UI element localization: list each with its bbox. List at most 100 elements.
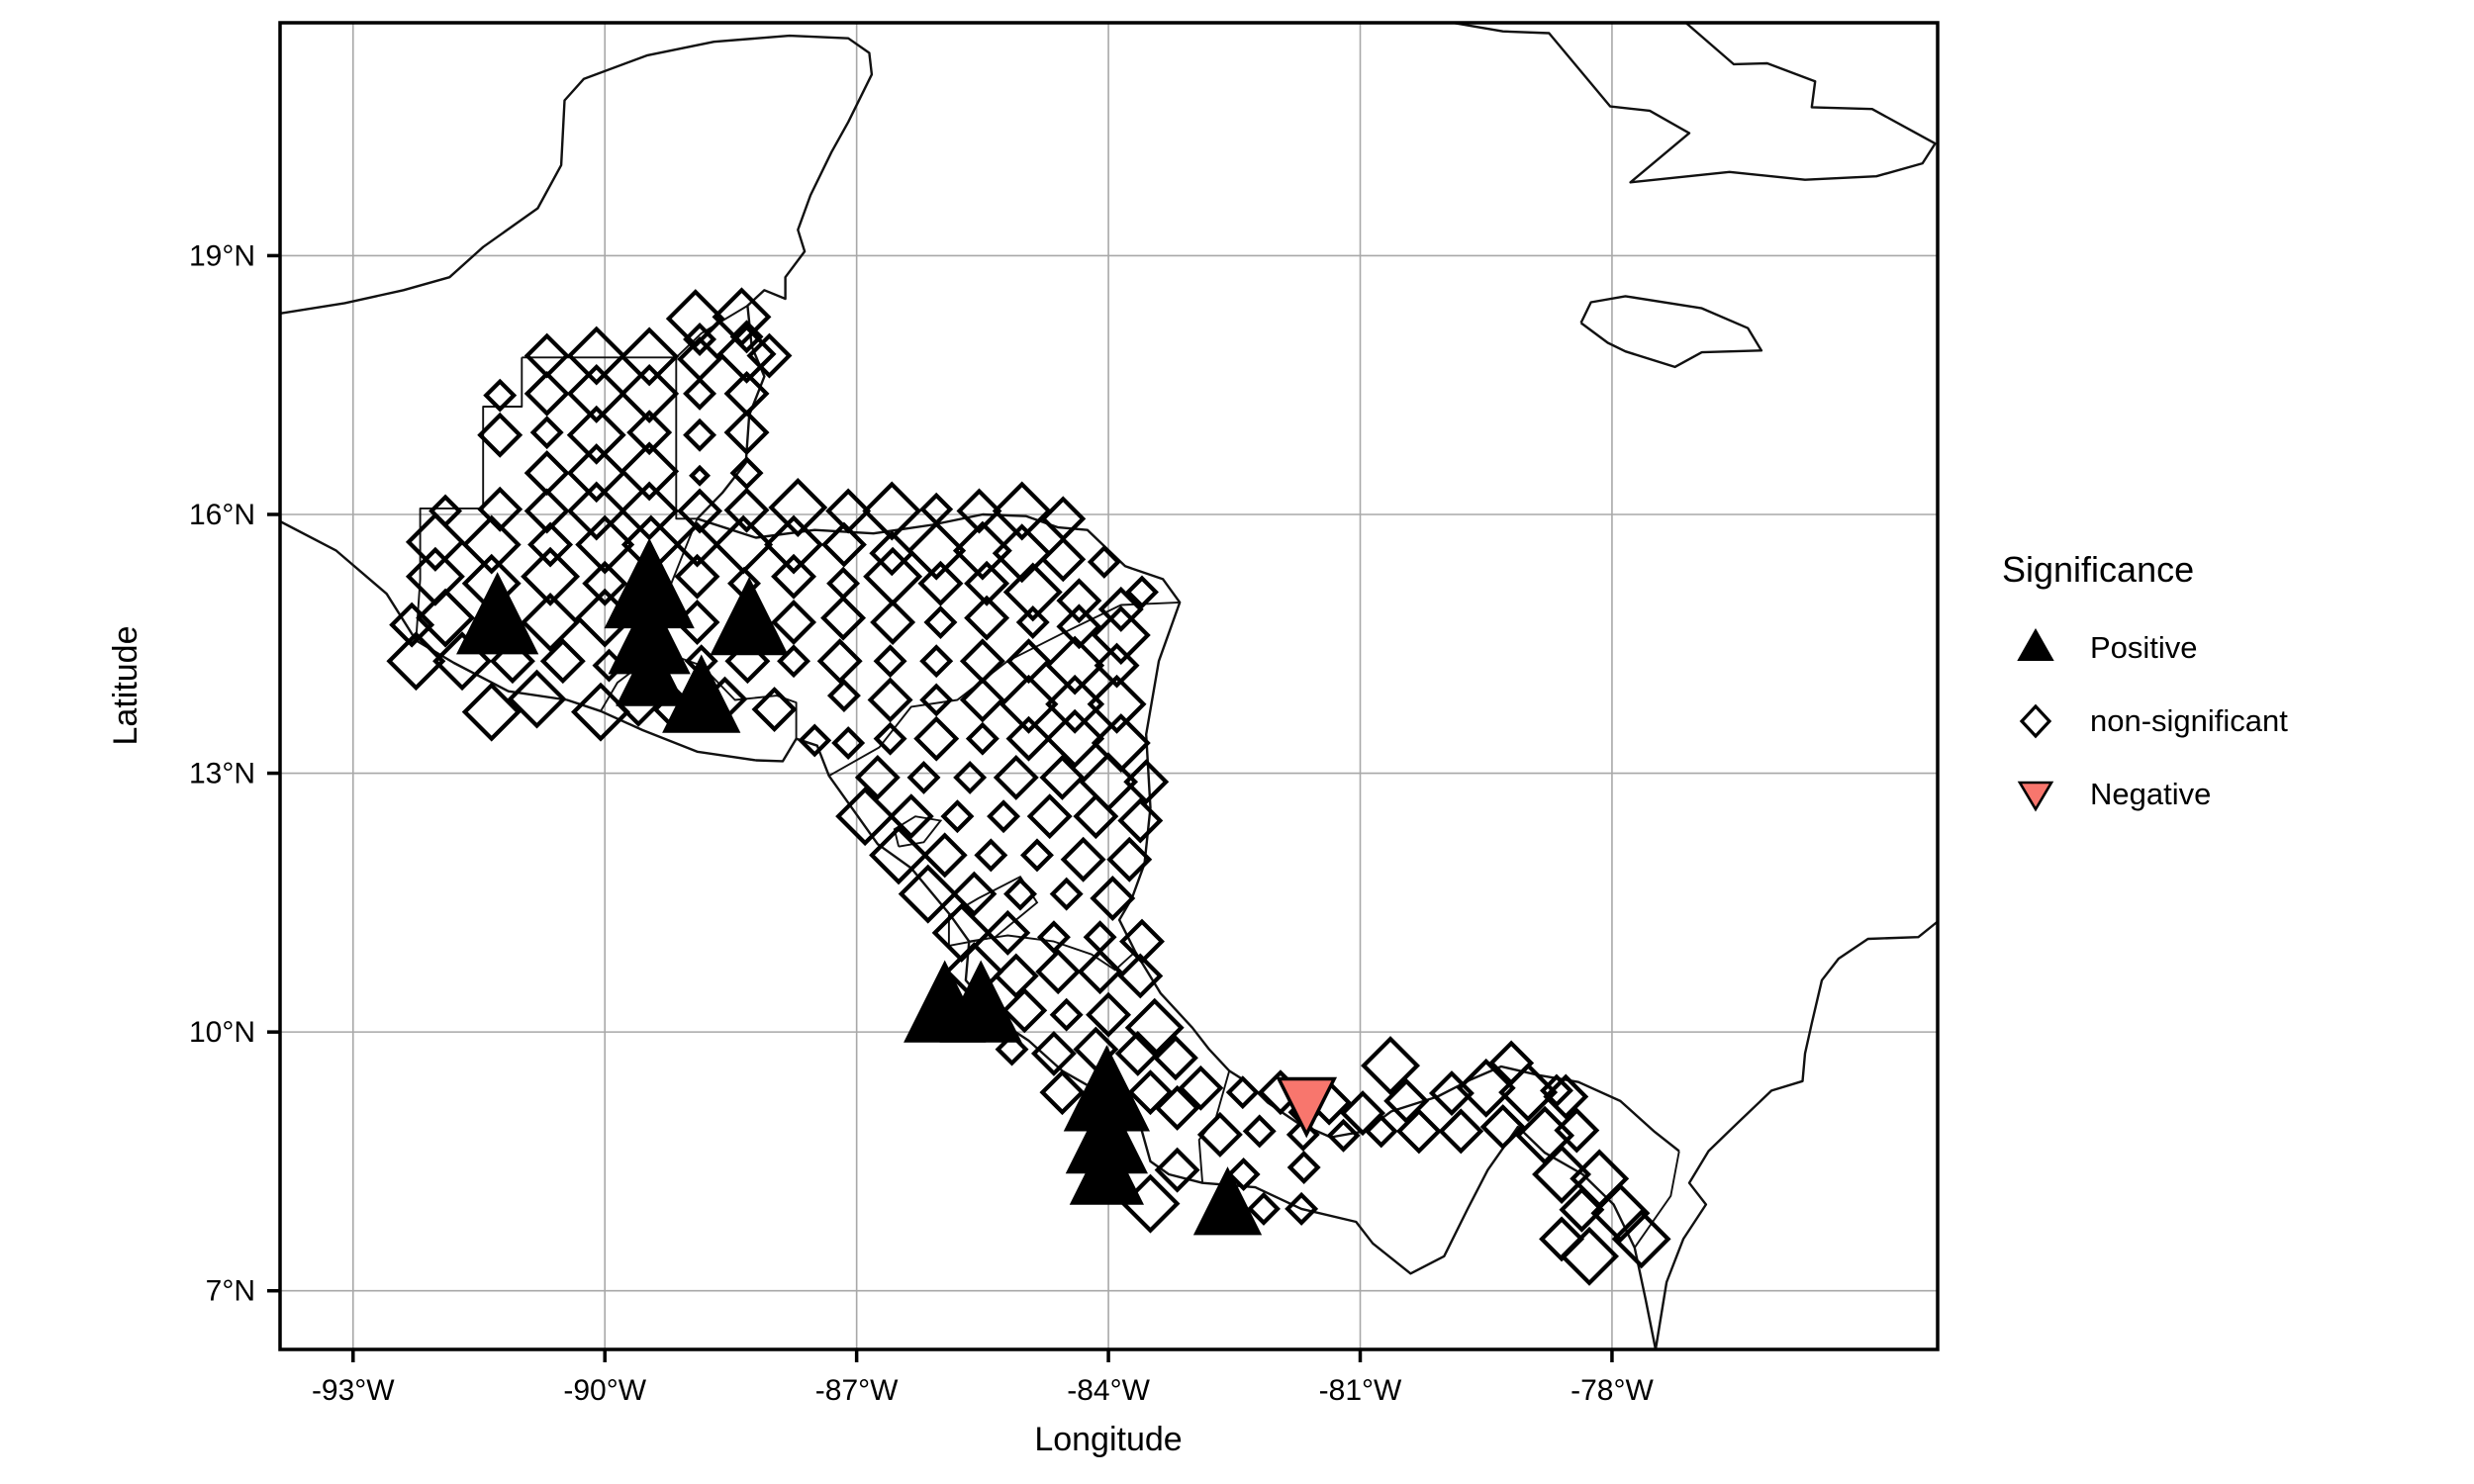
x-tick-label: -81°W (1319, 1374, 1402, 1407)
triangle-marker-positive (710, 577, 789, 656)
diamond-marker-non-significant (951, 871, 998, 917)
diamond-marker-non-significant (539, 638, 586, 685)
legend-item-positive: Positive (2017, 627, 2198, 665)
diamond-marker-non-significant (751, 687, 798, 733)
diamond-marker-non-significant (888, 793, 934, 840)
diamond-marker-non-significant (1196, 1111, 1243, 1158)
triangle-marker-positive (1192, 1166, 1263, 1236)
diamond-marker-non-significant (1456, 1058, 1516, 1118)
diamond-marker-non-significant (993, 953, 1039, 999)
diamond-marker-non-significant (1123, 759, 1170, 805)
triangle-marker-negative (1276, 1076, 1338, 1139)
diamond-marker-non-significant (1026, 793, 1073, 840)
diamond-marker-non-significant (1015, 605, 1050, 639)
diamond-marker-non-significant (1395, 1108, 1442, 1155)
diamond-marker-non-significant (1340, 1090, 1386, 1137)
diamond-marker-non-significant (1532, 1145, 1592, 1204)
diamond-marker-non-significant (869, 530, 915, 577)
diamond-marker-non-significant (906, 520, 967, 581)
legend-item-label: Positive (2090, 630, 2198, 665)
diamond-marker-non-significant (820, 595, 867, 641)
legend: Significance Positive non-significant Ne… (2002, 549, 2288, 812)
diamond-marker-non-significant (1559, 1186, 1605, 1233)
y-axis: 7°N 10°N 13°N 16°N 19°N (189, 239, 280, 1308)
diamond-marker-non-significant (1428, 1070, 1475, 1117)
diamond-marker-non-significant (461, 682, 522, 742)
diamond-marker-non-significant (489, 638, 535, 685)
diamond-marker-non-significant (1364, 1114, 1398, 1149)
diamond-marker-non-significant (959, 677, 1005, 723)
y-tick-label: 16°N (189, 499, 255, 531)
diamond-marker-non-significant (921, 832, 968, 879)
diamond-marker-non-significant (1005, 638, 1052, 685)
diamond-marker-non-significant (1117, 953, 1164, 999)
diamond-marker-non-significant (461, 514, 522, 575)
diamond-marker-non-significant (999, 674, 1059, 734)
diamond-marker-non-significant (771, 600, 817, 645)
data-points-layer (386, 287, 1671, 1286)
diamond-marker-non-significant (964, 595, 1010, 641)
diamond-marker-non-significant (1049, 877, 1084, 911)
triangle-up-icon (2017, 627, 2054, 661)
diamond-marker-non-significant (1056, 603, 1102, 650)
diamond-marker-non-significant (1045, 674, 1105, 734)
x-axis: -93°W -90°W -87°W -84°W -81°W -78°W (312, 1349, 1654, 1407)
diamond-marker-non-significant (1543, 1073, 1589, 1120)
diamond-marker-non-significant (619, 326, 680, 387)
diamond-marker-non-significant (1035, 949, 1082, 995)
diamond-marker-non-significant (1438, 1108, 1484, 1155)
diamond-marker-non-significant (416, 588, 476, 648)
diamond-marker-non-significant (906, 760, 941, 794)
diamond-marker-non-significant (1242, 1114, 1277, 1149)
diamond-marker-non-significant (619, 441, 680, 502)
diamond-marker-non-significant (729, 320, 764, 354)
y-tick-label: 10°N (189, 1016, 255, 1049)
diamond-marker-non-significant (816, 638, 863, 685)
diamond-marker-non-significant (1045, 635, 1105, 696)
diamond-marker-non-significant (831, 726, 866, 761)
diamond-marker-non-significant (867, 677, 913, 723)
diamond-marker-non-significant (940, 799, 975, 834)
diamond-marker-non-significant (521, 546, 581, 606)
diamond-marker-non-significant (1049, 997, 1084, 1032)
diamond-marker-non-significant (1178, 1065, 1224, 1111)
diamond-marker-non-significant (723, 410, 770, 456)
diamond-marker-non-significant (993, 754, 1039, 800)
diamond-marker-non-significant (677, 488, 723, 534)
diamond-marker-non-significant (1002, 562, 1063, 622)
diamond-marker-non-significant (1077, 949, 1123, 995)
diamond-marker-non-significant (854, 754, 901, 800)
diamond-marker-non-significant (956, 488, 1002, 534)
legend-title: Significance (2002, 549, 2194, 590)
diamond-marker-non-significant (1539, 1216, 1585, 1262)
diamond-marker-non-significant (1039, 1069, 1086, 1116)
diamond-marker-non-significant (1154, 1147, 1200, 1193)
diamond-marker-non-significant (869, 825, 929, 885)
diamond-marker-non-significant (777, 644, 811, 679)
x-tick-label: -84°W (1067, 1374, 1150, 1407)
legend-item-label: Negative (2090, 777, 2211, 811)
diamond-marker-non-significant (1020, 838, 1054, 873)
diamond-marker-non-significant (386, 631, 446, 692)
diamond-marker-non-significant (913, 715, 960, 762)
diamond-marker-non-significant (1225, 1075, 1260, 1110)
country-border (675, 305, 748, 358)
diamond-marker-non-significant (389, 602, 435, 648)
diamond-marker-non-significant (1094, 642, 1140, 689)
diamond-marker-non-significant (1097, 586, 1144, 632)
diamond-marker-non-significant (1045, 708, 1105, 769)
diamond-marker-non-significant (917, 560, 964, 606)
legend-item-negative: Negative (2017, 777, 2211, 812)
diamond-marker-non-significant (1036, 920, 1071, 955)
diamond-marker-non-significant (527, 521, 574, 568)
diamond-marker-non-significant (898, 864, 958, 924)
y-tick-label: 13°N (189, 758, 255, 790)
x-tick-label: -90°W (563, 1374, 646, 1407)
diamond-marker-non-significant (1073, 793, 1119, 840)
diamond-marker-non-significant (1125, 575, 1159, 609)
diamond-marker-non-significant (683, 323, 717, 356)
diamond-marker-non-significant (1087, 674, 1147, 734)
diamond-marker-non-significant (987, 799, 1021, 834)
